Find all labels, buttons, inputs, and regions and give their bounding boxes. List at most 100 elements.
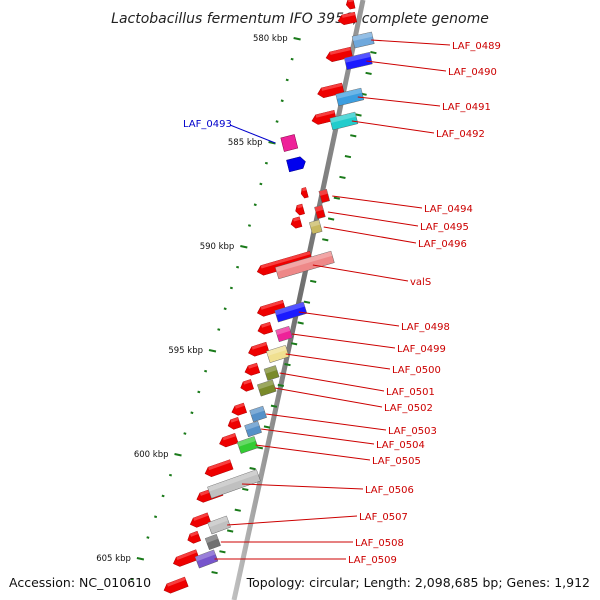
kbp-tick: 595 kbp [168,346,217,356]
map-title: Lactobacillus fermentum IFO 3956, comple… [111,11,489,27]
scale-dot [290,342,298,346]
gene-label-leader [255,444,371,461]
gene-label[interactable]: valS [410,277,431,288]
gene-feature[interactable] [314,204,326,220]
gene-feature[interactable] [207,469,261,499]
gene-feature[interactable] [274,301,308,323]
gene-feature[interactable] [249,405,267,423]
kbp-tick-label: 585 kbp [228,138,263,148]
gene-label[interactable]: LAF_0498 [401,322,450,333]
gene-label[interactable]: LAF_0496 [418,239,467,250]
kbp-tick: 585 kbp [228,138,276,148]
gene-label[interactable]: LAF_0500 [392,365,441,376]
gene-feature[interactable] [318,188,330,204]
scale-dot [327,217,335,221]
gene-label-leader [323,226,417,244]
gene-label[interactable]: LAF_0504 [376,440,425,451]
genome-backbone [231,0,366,600]
scale-dot [146,536,150,539]
gene-label-leader [285,353,391,370]
cds-arrow [173,549,200,567]
gene-feature[interactable] [351,31,375,49]
gene-label[interactable]: LAF_0489 [452,41,501,52]
cds-arrow [257,321,274,335]
gene-label[interactable]: LAF_0491 [442,102,491,113]
gene-feature[interactable] [309,219,323,235]
scale-dot [284,363,291,367]
cds-arrow [244,362,261,376]
gene-feature[interactable] [257,379,277,397]
scale-dot [270,404,278,408]
scale-dot [253,203,257,207]
gene-label[interactable]: LAF_0505 [372,456,421,467]
gene-feature[interactable] [275,250,335,280]
gene-label[interactable]: LAF_0499 [397,344,446,355]
scale-dot [344,155,352,159]
gene-label[interactable]: LAF_0506 [365,485,414,496]
gene-feature[interactable] [275,325,293,343]
gene-label-leader [261,428,375,445]
gene-feature[interactable] [236,436,259,454]
gene-feature[interactable] [266,345,290,363]
scale-dot [247,224,251,227]
cds-arrow [163,576,189,594]
scale-dot [242,487,249,491]
gene-feature[interactable] [244,420,262,438]
gene-feature[interactable] [194,549,219,569]
gene-feature[interactable] [280,133,307,173]
gene-feature[interactable] [204,534,221,550]
gene-label-leader [357,96,441,107]
kbp-tick-label: 580 kbp [253,34,288,44]
gene-label[interactable]: LAF_0507 [359,512,408,523]
gene-label-leader [229,124,276,144]
scale-dots [130,51,377,581]
gene-label[interactable]: LAF_0501 [386,387,435,398]
scale-dot [259,182,263,186]
scale-dot [297,321,304,325]
kbp-tick: 580 kbp [253,34,301,44]
gene-label[interactable]: LAF_0495 [420,222,469,233]
gene-features [194,31,375,569]
cds-arrow [187,530,202,544]
scale-dot [197,390,201,394]
scale-dot [309,279,317,283]
scale-dot [229,286,233,290]
scale-dot [190,411,194,415]
gene-label[interactable]: LAF_0502 [384,403,433,414]
gene-label[interactable]: LAF_0508 [355,538,404,549]
gene-feature[interactable] [207,515,231,535]
scale-dot [275,120,279,123]
scale-dot [322,238,329,242]
kbp-ticks: 580 kbp 585 kbp 590 kbp 595 kbp 600 kbp 605 k… [96,34,301,564]
gene-label[interactable]: LAF_0503 [388,426,437,437]
gene-label-leader [327,211,419,227]
scale-dot [219,550,226,554]
gene-label-leader [241,483,364,490]
gene-label[interactable]: LAF_0492 [436,129,485,140]
gene-label[interactable]: LAF_0509 [348,555,397,566]
gene-feature[interactable] [263,365,280,381]
kbp-tick: 605 kbp [96,554,145,564]
cds-arrow [290,216,303,229]
gene-label[interactable]: LAF_0493 [183,119,232,130]
cds-arrow [240,379,254,392]
gene-feature[interactable] [329,111,359,131]
cds-arrow [204,459,234,477]
kbp-tick: 590 kbp [200,242,248,252]
gene-label[interactable]: LAF_0494 [424,204,473,215]
scale-dot [280,99,284,103]
scale-dot [217,328,221,331]
scale-dot [370,51,377,55]
gene-feature[interactable] [344,51,373,71]
scale-dot [355,113,362,117]
scale-dot [183,432,187,435]
gene-label[interactable]: LAF_0490 [448,67,497,78]
scale-dot [154,515,158,519]
gene-label-leader [291,333,396,349]
scale-dot [333,196,341,200]
scale-dot [264,161,268,165]
gene-label-leader [279,372,385,392]
kbp-tick-label: 600 kbp [134,450,169,460]
cds-arrow [227,417,242,430]
gene-feature[interactable] [335,87,365,107]
